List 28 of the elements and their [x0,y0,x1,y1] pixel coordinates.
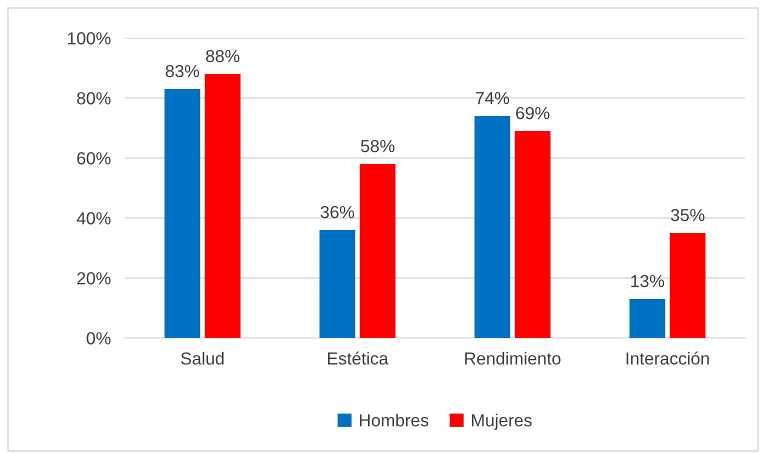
x-tick-label: Estética [328,352,388,365]
data-label: 35% [670,208,704,222]
y-tick-label: 100% [68,32,110,44]
bar [670,233,706,338]
y-tick-label: 80% [77,92,110,104]
data-label: 74% [476,92,510,104]
bar [320,230,356,338]
y-tick-label: 0% [86,332,110,344]
bar [204,74,240,338]
y-tick-label: 60% [77,152,110,164]
x-tick-label: Rendimiento [465,352,561,365]
data-label: 58% [360,140,394,152]
bar [514,131,550,338]
legend-label: Mujeres [472,414,532,430]
y-tick-label: 20% [77,272,110,284]
data-label: 36% [320,206,354,218]
data-label: 13% [631,274,664,288]
x-tick-label: Salud [181,352,224,365]
data-label: 83% [166,64,200,78]
bar [630,299,666,338]
bar [360,164,396,338]
data-label: 88% [206,50,240,62]
x-tick-label: Interacción [626,352,709,365]
y-tick-label: 40% [76,212,110,224]
bar [164,89,200,338]
legend-label: Hombres [360,414,428,426]
data-label: 69% [516,106,550,120]
bar [474,116,510,338]
